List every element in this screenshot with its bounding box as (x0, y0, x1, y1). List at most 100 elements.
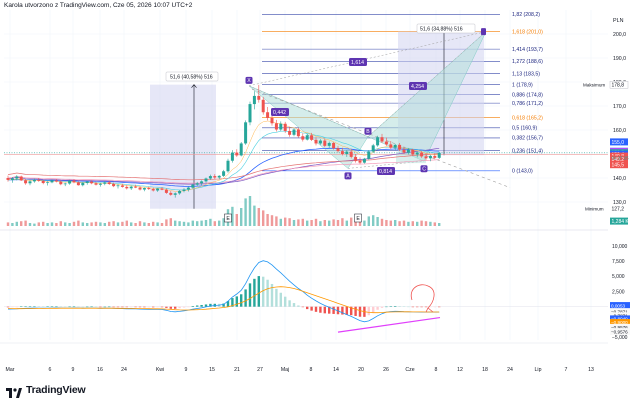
candle-body (358, 160, 362, 163)
candle-body (415, 152, 419, 155)
macd-histogram-bar (402, 306, 406, 308)
macd-histogram-bar (99, 306, 102, 308)
volume-bar (24, 220, 27, 226)
candle-body (406, 149, 410, 153)
macd-histogram-bar (244, 289, 247, 307)
volume-bar (310, 220, 313, 226)
price-tag: 149,2 (612, 157, 625, 163)
volume-bar (130, 222, 133, 226)
macd-histogram-bar (389, 306, 392, 307)
macd-histogram-bar (354, 306, 357, 316)
candle-body (129, 186, 133, 189)
candle-body (362, 158, 366, 163)
macd-histogram-bar (152, 306, 155, 308)
time-axis-tick: 8 (435, 367, 438, 373)
time-axis: Mar 6 9 16 24 Kwi 9 15 21 27 Maj 8 14 20 26 Cze 8 12 18 24 L… (0, 342, 608, 373)
macd-axis-tick: 10,000 (612, 244, 628, 250)
volume-bar (15, 221, 18, 226)
price-tag-bg (610, 217, 628, 225)
candle-body (182, 189, 186, 191)
volume-bar (394, 220, 397, 226)
macd-histogram-bar (328, 306, 331, 314)
price-axis: PLN200,0190,0180,0170,0160,0150,0140,013… (582, 18, 630, 341)
macd-histogram-bar (433, 306, 436, 308)
macd-histogram-bar (116, 306, 120, 308)
volume-bar (248, 196, 252, 226)
macd-histogram-bar (407, 306, 410, 308)
candle-body (235, 152, 239, 156)
macd-tag-bg (610, 328, 630, 335)
volume-bar (420, 220, 423, 226)
time-axis-tick: 21 (234, 367, 240, 373)
candle-body (257, 95, 261, 100)
candle-body (156, 188, 160, 191)
candle-body (283, 123, 287, 131)
volume-bar (6, 222, 10, 226)
candle-body (107, 182, 111, 184)
candle-body (191, 184, 195, 188)
volume-bar (196, 221, 199, 226)
macd-histogram-bar (125, 306, 128, 308)
macd-histogram-bar (24, 306, 27, 307)
macd-histogram-bar (156, 306, 159, 308)
macd-histogram-bar (297, 305, 300, 307)
tradingview-logo[interactable]: TradingView (6, 384, 86, 398)
volume-bar (235, 214, 238, 226)
volume-bar (292, 220, 296, 226)
volume-bar (358, 218, 362, 226)
time-axis-tick: 13 (588, 367, 594, 373)
macd-histogram-bar (160, 306, 164, 308)
candle-body (28, 181, 32, 184)
macd-histogram-bar (81, 306, 84, 308)
harmonic-dash-xb (248, 85, 369, 137)
pattern-point-label: B (366, 129, 370, 135)
macd-histogram-bar (11, 306, 14, 308)
volume-bar (209, 218, 212, 226)
event-marker-bg (224, 213, 232, 223)
time-axis-tick: 26 (383, 367, 389, 373)
macd-histogram-bar (191, 306, 194, 307)
candle-body (63, 183, 67, 185)
pattern-point-bg (245, 76, 253, 84)
time-axis-tick: 20 (358, 367, 364, 373)
tradingview-logo-text: TradingView (26, 384, 86, 396)
macd-histogram-bar (310, 306, 313, 311)
candle-body (248, 104, 252, 123)
macd-histogram-bar (270, 283, 274, 307)
volume-bar (99, 222, 102, 226)
volume-bar (244, 198, 247, 226)
volume-bar (218, 220, 221, 226)
price-countdown: 02:37:25 (612, 155, 630, 160)
macd-pane (4, 260, 608, 333)
macd-histogram-bar (438, 306, 441, 308)
macd-histogram-bar (42, 306, 45, 307)
time-axis-tick: 6 (49, 367, 52, 373)
macd-histogram-bar (358, 306, 362, 317)
macd-histogram-bar (68, 306, 71, 308)
volume-bar (433, 222, 436, 226)
time-axis-tick: Lip (535, 367, 542, 373)
candles (6, 84, 441, 198)
candle-body (81, 183, 85, 186)
candle-body (222, 171, 226, 176)
macd-tag: −0,9576 (611, 325, 628, 330)
macd-histogram-bar (15, 306, 18, 308)
volume-bar (90, 222, 93, 226)
ratio-label-bg (271, 108, 289, 116)
candle-body (371, 145, 375, 152)
candle-body (336, 148, 340, 152)
volume-bar (169, 218, 172, 226)
measure-arrow-head-left (191, 84, 197, 88)
macd-histogram-bar (262, 276, 265, 307)
macd-histogram-bar (28, 306, 32, 307)
macd-histogram-bar (284, 296, 287, 307)
macd-histogram-bar (424, 306, 428, 308)
candle-body (274, 123, 278, 130)
signal-line (7, 286, 440, 314)
macd-histogram-bar (279, 292, 282, 307)
macd-histogram-bar (385, 306, 388, 308)
ma-line-cyan (7, 130, 440, 191)
volume-bar (165, 219, 168, 226)
volume-bar (28, 223, 32, 226)
